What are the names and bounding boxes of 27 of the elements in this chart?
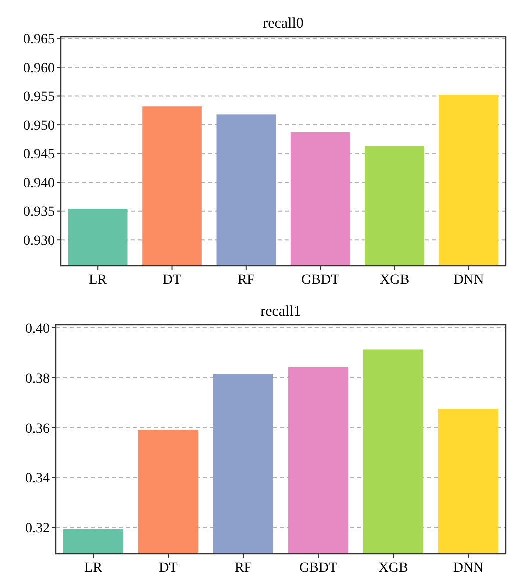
x-tick-label: RF [234, 561, 252, 576]
chart-title: recall0 [263, 16, 304, 32]
y-tick-label: 0.950 [24, 118, 55, 134]
y-tick-label: 0.960 [24, 61, 55, 76]
x-tick-label: GBDT [302, 273, 340, 288]
x-tick-label: XGB [378, 561, 408, 576]
y-tick-label: 0.32 [26, 522, 50, 537]
x-tick-label: XGB [380, 273, 410, 288]
x-tick-label: LR [89, 273, 108, 288]
x-tick-label: DNN [454, 273, 484, 288]
chart-title: recall1 [260, 304, 302, 320]
y-tick-label: 0.940 [24, 176, 55, 192]
y-tick-label: 0.930 [24, 234, 55, 250]
x-tick-label: DT [162, 273, 182, 288]
y-tick-label: 0.38 [26, 372, 50, 387]
y-tick-label: 0.955 [24, 90, 55, 106]
x-tick-label: LR [84, 561, 104, 576]
y-tick-label: 0.935 [24, 205, 55, 220]
y-tick-label: 0.965 [24, 32, 55, 48]
x-tick-label: DNN [453, 561, 484, 576]
x-tick-label: GBDT [299, 561, 338, 576]
y-tick-label: 0.945 [24, 148, 55, 163]
y-tick-label: 0.36 [26, 422, 50, 437]
x-tick-label: RF [238, 273, 256, 288]
y-tick-label: 0.40 [26, 322, 50, 337]
y-tick-label: 0.34 [26, 472, 50, 487]
x-tick-label: DT [159, 561, 178, 576]
